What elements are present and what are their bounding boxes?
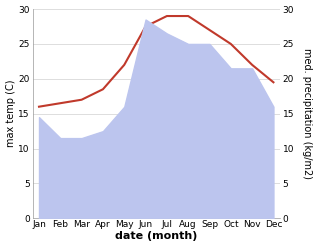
Y-axis label: med. precipitation (kg/m2): med. precipitation (kg/m2) xyxy=(302,48,313,179)
Y-axis label: max temp (C): max temp (C) xyxy=(5,80,16,147)
X-axis label: date (month): date (month) xyxy=(115,231,197,242)
